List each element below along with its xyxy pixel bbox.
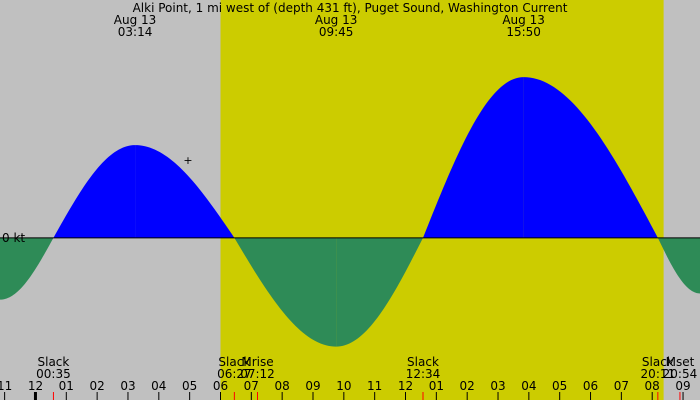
peak-time-label: 09:45 xyxy=(319,25,354,39)
hour-tick-label: 04 xyxy=(151,379,166,393)
peak-date-label: Aug 13 xyxy=(315,13,358,27)
hour-tick-label: 03 xyxy=(120,379,135,393)
flood-lobe xyxy=(422,77,524,238)
event-label: Slack xyxy=(218,355,250,369)
hour-tick-label: 02 xyxy=(460,379,475,393)
event-label: Slack xyxy=(38,355,70,369)
hour-tick-label: 03 xyxy=(490,379,505,393)
hour-tick-label: 06 xyxy=(583,379,598,393)
hour-tick-label: 12 xyxy=(28,379,43,393)
current-curve xyxy=(0,77,700,347)
hour-tick-label: 11 xyxy=(367,379,382,393)
ebb-lobe xyxy=(0,237,54,300)
event-time-label: 20:11 xyxy=(641,367,676,381)
hour-tick-label: 11 xyxy=(0,379,12,393)
peak-time-label: 15:50 xyxy=(506,25,541,39)
event-label: Mrise xyxy=(241,355,273,369)
hour-tick-label: 09 xyxy=(305,379,320,393)
event-time-label: 20:54 xyxy=(663,367,698,381)
crosshair-icon: + xyxy=(183,154,192,167)
ebb-lobe xyxy=(336,237,423,347)
hour-tick-label: 04 xyxy=(521,379,536,393)
hour-tick-label: 12 xyxy=(398,379,413,393)
chart-title: Alki Point, 1 mi west of (depth 431 ft),… xyxy=(133,1,568,15)
peak-date-label: Aug 13 xyxy=(502,13,545,27)
hour-tick-label: 07 xyxy=(244,379,259,393)
hour-tick-label: 01 xyxy=(59,379,74,393)
hour-tick-label: 08 xyxy=(645,379,660,393)
hour-tick-label: 05 xyxy=(182,379,197,393)
flood-lobe xyxy=(53,145,136,238)
ebb-lobe xyxy=(234,237,337,347)
hour-tick-label: 02 xyxy=(89,379,104,393)
hour-tick-label: 07 xyxy=(614,379,629,393)
hour-tick-label: 01 xyxy=(429,379,444,393)
hour-tick-label: 10 xyxy=(336,379,351,393)
event-time-label: 12:34 xyxy=(406,367,441,381)
zero-kt-label: 0 kt xyxy=(2,231,25,245)
hour-tick-label: 08 xyxy=(275,379,290,393)
event-label: Slack xyxy=(642,355,674,369)
event-time-label: 00:35 xyxy=(36,367,71,381)
hour-axis: 11 12 01 02 03 04 05 06 07 08 09 10 11 12 01 02 03 04 05 06… xyxy=(0,379,691,400)
event-time-label: 07:12 xyxy=(240,367,275,381)
hour-tick-label: 09 xyxy=(675,379,690,393)
event-label: Mset xyxy=(666,355,695,369)
event-label: Slack xyxy=(407,355,439,369)
event-labels: Slack00:35Slack06:27Mrise07:12Slack12:34… xyxy=(36,355,697,400)
peak-time-label: 03:14 xyxy=(118,25,153,39)
flood-lobe xyxy=(135,145,235,238)
flood-lobe xyxy=(523,77,658,238)
peak-date-label: Aug 13 xyxy=(114,13,157,27)
hour-tick-label: 05 xyxy=(552,379,567,393)
event-time-label: 06:27 xyxy=(217,367,252,381)
ebb-lobe xyxy=(657,237,700,294)
hour-tick-label: 06 xyxy=(213,379,228,393)
